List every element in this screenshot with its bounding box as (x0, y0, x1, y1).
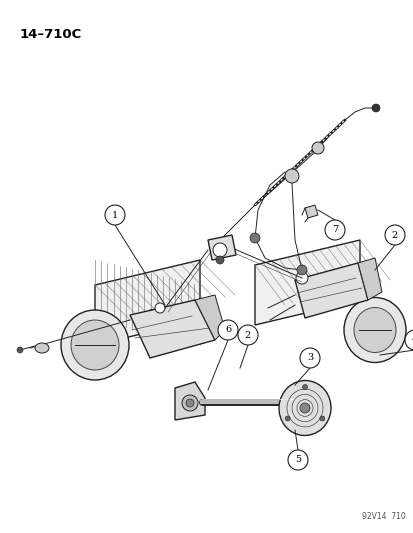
Circle shape (371, 104, 379, 112)
Circle shape (237, 325, 257, 345)
Text: 14–710C: 14–710C (20, 28, 82, 41)
Ellipse shape (71, 320, 119, 370)
Text: 7: 7 (331, 225, 337, 235)
Circle shape (324, 220, 344, 240)
Circle shape (182, 395, 197, 411)
Polygon shape (254, 240, 359, 325)
Text: 6: 6 (224, 326, 230, 335)
Text: 2: 2 (244, 330, 251, 340)
Polygon shape (175, 382, 204, 420)
Circle shape (284, 169, 298, 183)
Circle shape (299, 403, 309, 413)
Circle shape (302, 384, 307, 390)
Ellipse shape (61, 310, 129, 380)
Text: 4: 4 (411, 335, 413, 344)
Polygon shape (207, 235, 235, 260)
Polygon shape (357, 258, 381, 300)
Circle shape (287, 450, 307, 470)
Circle shape (212, 243, 226, 257)
Polygon shape (304, 205, 317, 218)
Ellipse shape (343, 297, 405, 362)
Circle shape (218, 320, 237, 340)
Circle shape (319, 416, 324, 421)
Circle shape (296, 265, 306, 275)
Polygon shape (130, 300, 214, 358)
Circle shape (249, 233, 259, 243)
Circle shape (384, 225, 404, 245)
Text: 5: 5 (294, 456, 300, 464)
Circle shape (285, 416, 290, 421)
Text: 3: 3 (306, 353, 312, 362)
Circle shape (216, 256, 223, 264)
Circle shape (105, 205, 125, 225)
Circle shape (185, 399, 194, 407)
Circle shape (404, 330, 413, 350)
Circle shape (311, 142, 323, 154)
Circle shape (17, 347, 23, 353)
Ellipse shape (278, 381, 330, 435)
Text: 2: 2 (391, 230, 397, 239)
Circle shape (295, 272, 307, 284)
Circle shape (299, 348, 319, 368)
Polygon shape (195, 295, 224, 340)
Ellipse shape (353, 308, 395, 352)
Polygon shape (294, 263, 367, 318)
Ellipse shape (35, 343, 49, 353)
Circle shape (154, 303, 165, 313)
Text: 92V14  710: 92V14 710 (361, 512, 405, 521)
Text: 1: 1 (112, 211, 118, 220)
Polygon shape (95, 260, 199, 345)
